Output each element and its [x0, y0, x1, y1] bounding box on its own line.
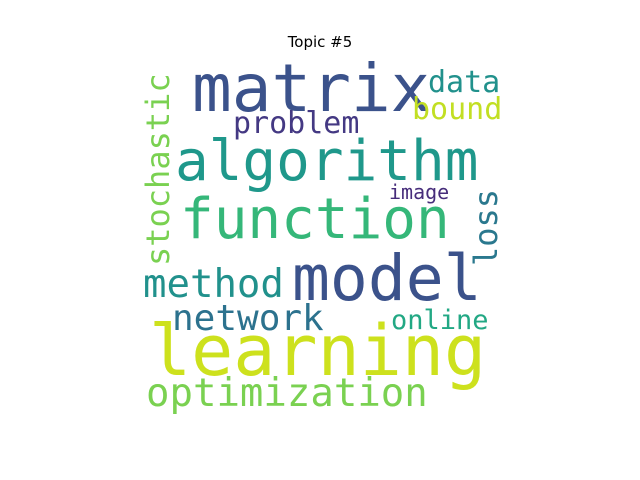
- word-algorithm: algorithm: [175, 129, 479, 194]
- word-data: data: [428, 65, 501, 100]
- word-matrix: matrix: [192, 50, 431, 127]
- word-stochastic: stochastic: [139, 73, 177, 266]
- word-online: online: [391, 305, 489, 336]
- word-network: network: [172, 298, 324, 339]
- word-problem: problem: [233, 106, 360, 141]
- word-learning: learning: [149, 310, 487, 392]
- chart-title: Topic #5: [287, 33, 353, 51]
- word-method: method: [143, 262, 284, 307]
- word-model: model: [292, 242, 482, 315]
- word-image: image: [389, 180, 450, 204]
- word-optimization: optimization: [146, 371, 428, 416]
- word-function: function: [180, 187, 450, 252]
- word-bound: bound: [412, 92, 503, 127]
